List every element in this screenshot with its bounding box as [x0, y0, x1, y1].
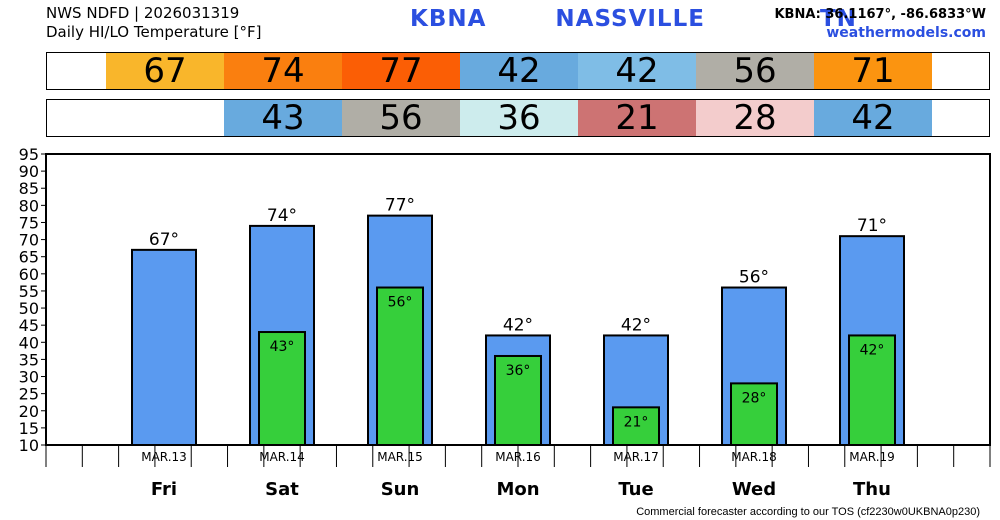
low-bar-label: 43° — [270, 339, 295, 355]
y-tick-label: 80 — [19, 196, 39, 215]
high-temp-cell-6: 56 — [696, 51, 814, 91]
x-date-label: MAR.15 — [377, 450, 423, 464]
x-day-label: Thu — [853, 479, 891, 500]
high-bar-label: 56° — [739, 268, 769, 288]
x-day-label: Tue — [618, 479, 653, 500]
x-day-label: Wed — [732, 479, 776, 500]
high-bar-label: 77° — [385, 196, 415, 216]
y-tick-label: 60 — [19, 265, 39, 284]
low-bar-label: 28° — [742, 390, 767, 406]
low-temp-cell-2: 43 — [224, 98, 342, 138]
y-tick-label: 70 — [19, 231, 39, 250]
low-bar-label: 56° — [388, 295, 413, 311]
y-tick-label: 20 — [19, 402, 39, 421]
low-temp-cell-7: 42 — [814, 98, 932, 138]
high-temp-cell-3: 77 — [342, 51, 460, 91]
y-tick-label: 35 — [19, 350, 39, 369]
x-date-label: MAR.17 — [613, 450, 659, 464]
high-temp-row: 67 74 77 42 42 56 71 — [46, 51, 990, 91]
y-tick-label: 30 — [19, 368, 39, 387]
y-tick-label: 90 — [19, 162, 39, 181]
y-tick-label: 50 — [19, 299, 39, 318]
y-tick-label: 55 — [19, 282, 39, 301]
y-tick-label: 95 — [19, 145, 39, 164]
high-bar — [131, 248, 197, 446]
high-temp-cell-1: 67 — [106, 51, 224, 91]
low-bar — [258, 331, 306, 446]
high-bar-label: 42° — [503, 315, 533, 335]
low-bar — [376, 286, 424, 446]
low-temp-cell-4: 36 — [460, 98, 578, 138]
x-day-label: Mon — [496, 479, 539, 500]
source-label: NWS NDFD | 2026031319 — [46, 4, 240, 22]
y-tick-label: 15 — [19, 419, 39, 438]
high-bar-label: 71° — [857, 216, 887, 236]
low-bar-label: 21° — [624, 414, 649, 430]
low-temp-row: 43 56 36 21 28 42 — [46, 98, 990, 138]
high-temp-cell-2: 74 — [224, 51, 342, 91]
coords-label: KBNA: 36.1167°, -86.6833°W — [774, 7, 986, 22]
x-day-label: Sat — [265, 479, 299, 500]
x-date-label: MAR.18 — [731, 450, 777, 464]
y-tick-label: 25 — [19, 385, 39, 404]
x-day-label: Sun — [381, 479, 420, 500]
header-left: NWS NDFD | 2026031319 Daily HI/LO Temper… — [46, 4, 262, 42]
high-temp-cell-4: 42 — [460, 51, 578, 91]
x-date-label: MAR.16 — [495, 450, 541, 464]
low-bar — [494, 354, 542, 446]
x-date-label: MAR.14 — [259, 450, 305, 464]
x-date-label: MAR.13 — [141, 450, 187, 464]
low-temp-cell-1 — [106, 100, 224, 136]
low-temp-cell-6: 28 — [696, 98, 814, 138]
station-title: KBNA NASSVILLE TN — [410, 6, 857, 32]
y-tick-label: 85 — [19, 179, 39, 198]
low-bar-label: 42° — [860, 342, 885, 358]
y-tick-label: 65 — [19, 248, 39, 267]
site-link[interactable]: weathermodels.com — [826, 25, 986, 41]
high-temp-cell-5: 42 — [578, 51, 696, 91]
x-day-label: Fri — [151, 479, 177, 500]
high-bar-label: 74° — [267, 206, 297, 226]
high-bar-label: 67° — [149, 230, 179, 250]
x-date-label: MAR.19 — [849, 450, 895, 464]
y-tick-label: 75 — [19, 213, 39, 232]
high-temp-cell-7: 71 — [814, 51, 932, 91]
low-bar — [730, 382, 778, 446]
y-tick-label: 40 — [19, 333, 39, 352]
chart-subtitle: Daily HI/LO Temperature [°F] — [46, 23, 262, 41]
high-bar-label: 42° — [621, 315, 651, 335]
header-right: KBNA: 36.1167°, -86.6833°W weathermodels… — [774, 5, 986, 43]
low-temp-cell-3: 56 — [342, 98, 460, 138]
y-tick-label: 45 — [19, 316, 39, 335]
low-temp-cell-5: 21 — [578, 98, 696, 138]
low-bar-label: 36° — [506, 363, 531, 379]
y-tick-label: 10 — [19, 436, 39, 455]
footer-note: Commercial forecaster according to our T… — [636, 506, 980, 518]
low-bar — [612, 406, 660, 447]
